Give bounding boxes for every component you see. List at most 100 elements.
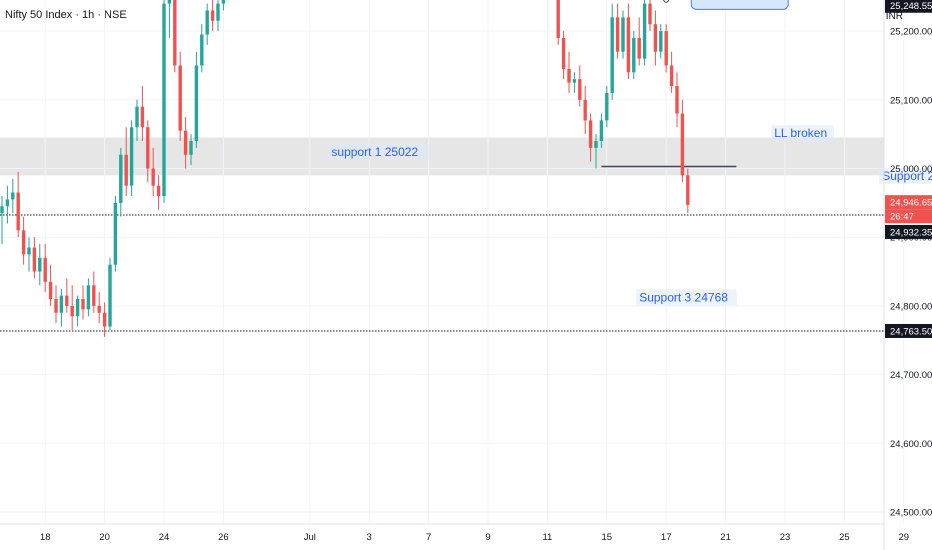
candle-body	[567, 68, 571, 83]
candle-body	[97, 305, 101, 313]
candle-body	[686, 175, 690, 205]
time-tick-label: 17	[661, 532, 672, 543]
price-label-text: 25,248.55	[890, 1, 932, 12]
candle-body	[556, 0, 560, 38]
time-tick-label: Jul	[304, 532, 316, 543]
candle-body	[561, 37, 566, 69]
candle-body	[675, 86, 679, 114]
time-tick-label: 18	[40, 532, 51, 543]
liquidity-marker-ellipse	[662, 0, 670, 3]
candle-body	[156, 185, 161, 196]
candle-body	[594, 141, 598, 148]
candle-body	[648, 3, 652, 25]
candle-body	[659, 31, 663, 52]
candle-body	[642, 3, 647, 59]
candle-body	[92, 285, 96, 306]
candle-body	[189, 141, 193, 155]
price-axis[interactable]: 24,500.00 24,600.00 24,700.00 24,800.00 24,9…	[883, 0, 932, 550]
candle-body	[32, 247, 37, 272]
annotation-text: LL broken	[774, 126, 827, 140]
annotation-background	[771, 125, 834, 142]
time-tick-label: 9	[485, 532, 490, 543]
time-tick-label: 7	[426, 532, 431, 543]
currency-label[interactable]: INR	[885, 11, 903, 22]
annotation-text: Support 3 24768	[639, 290, 728, 304]
candle-body	[0, 206, 4, 214]
annotation-background	[328, 143, 429, 160]
price-label-text: 24,946.65	[890, 198, 932, 209]
price-label-box	[885, 195, 932, 210]
candle-body	[210, 10, 215, 21]
time-tick-label: 24	[159, 532, 170, 543]
candle-body	[605, 92, 609, 121]
price-tick-label: 25,000.00	[890, 164, 932, 175]
annotation-text: support 1 25022	[331, 145, 418, 159]
price-tick-label: 24,800.00	[890, 301, 932, 312]
candle-body	[680, 113, 685, 176]
candle-body	[626, 17, 631, 73]
candle-body	[578, 79, 582, 100]
candle-body	[599, 120, 604, 142]
candle-body	[21, 230, 26, 255]
candle-body	[27, 247, 31, 255]
time-tick-label: 26	[218, 532, 229, 543]
candle-body	[135, 106, 139, 128]
candle-body	[216, 3, 220, 21]
candle-body	[637, 37, 641, 59]
annotations-layer: support 1 25022 LL broken Support 2 24931 S…	[328, 0, 932, 306]
time-tick-label: 25	[839, 532, 850, 543]
price-tick-label: 25,100.00	[890, 95, 932, 106]
candle-body	[162, 3, 166, 196]
callout-box	[690, 0, 789, 10]
candle-body	[178, 65, 182, 131]
candle-body	[653, 24, 658, 52]
candle-body	[615, 17, 620, 52]
chart-title: Nifty 50 Index · 1h · NSE	[5, 9, 127, 21]
candle-body	[65, 295, 69, 306]
candle-body	[588, 120, 593, 148]
candle-body	[167, 0, 172, 4]
price-label-text: 24,932.35	[890, 227, 932, 238]
candle-body	[113, 202, 118, 265]
candle-body	[11, 192, 15, 200]
time-tick-label: 29	[899, 532, 910, 543]
candle-body	[59, 295, 64, 313]
time-tick-label: 3	[367, 532, 372, 543]
candle-body	[632, 37, 636, 73]
candle-body	[38, 257, 42, 272]
candle-body	[146, 127, 150, 169]
price-label-box	[885, 209, 932, 224]
level-lines-layer	[0, 165, 884, 332]
candles-layer	[0, 0, 690, 337]
time-tick-label: 15	[602, 532, 613, 543]
annotation-background	[879, 167, 932, 184]
time-tick-label: 11	[542, 532, 552, 543]
candle-body	[43, 257, 47, 282]
candle-body	[102, 312, 107, 327]
candle-body	[221, 0, 226, 4]
candle-body	[194, 65, 199, 142]
time-axis[interactable]: 18 20 24 26 Jul 3 7 9 11 15 17 21 23 25 29	[0, 523, 910, 543]
time-tick-label: 21	[720, 532, 731, 543]
price-label-text: 24,763.50	[890, 326, 932, 337]
candle-body	[205, 10, 209, 35]
candle-body	[173, 0, 177, 66]
candle-body	[75, 299, 80, 317]
candle-body	[664, 31, 668, 66]
candle-body	[5, 199, 10, 207]
grid-layer	[0, 0, 905, 524]
price-tick-label: 24,600.00	[890, 439, 932, 450]
price-label-box	[885, 323, 932, 338]
price-label-text: 26:47	[890, 212, 914, 223]
annotation-text: Support 2 24931	[882, 169, 932, 183]
candle-body	[621, 17, 625, 52]
price-tick-label: 25,200.00	[890, 27, 932, 38]
candle-body	[140, 106, 145, 128]
candle-body	[183, 130, 188, 155]
candle-body	[200, 34, 204, 66]
candle-body	[86, 285, 91, 310]
candle-body	[124, 154, 128, 186]
annotation-background	[636, 289, 737, 306]
price-label-box	[885, 0, 932, 13]
